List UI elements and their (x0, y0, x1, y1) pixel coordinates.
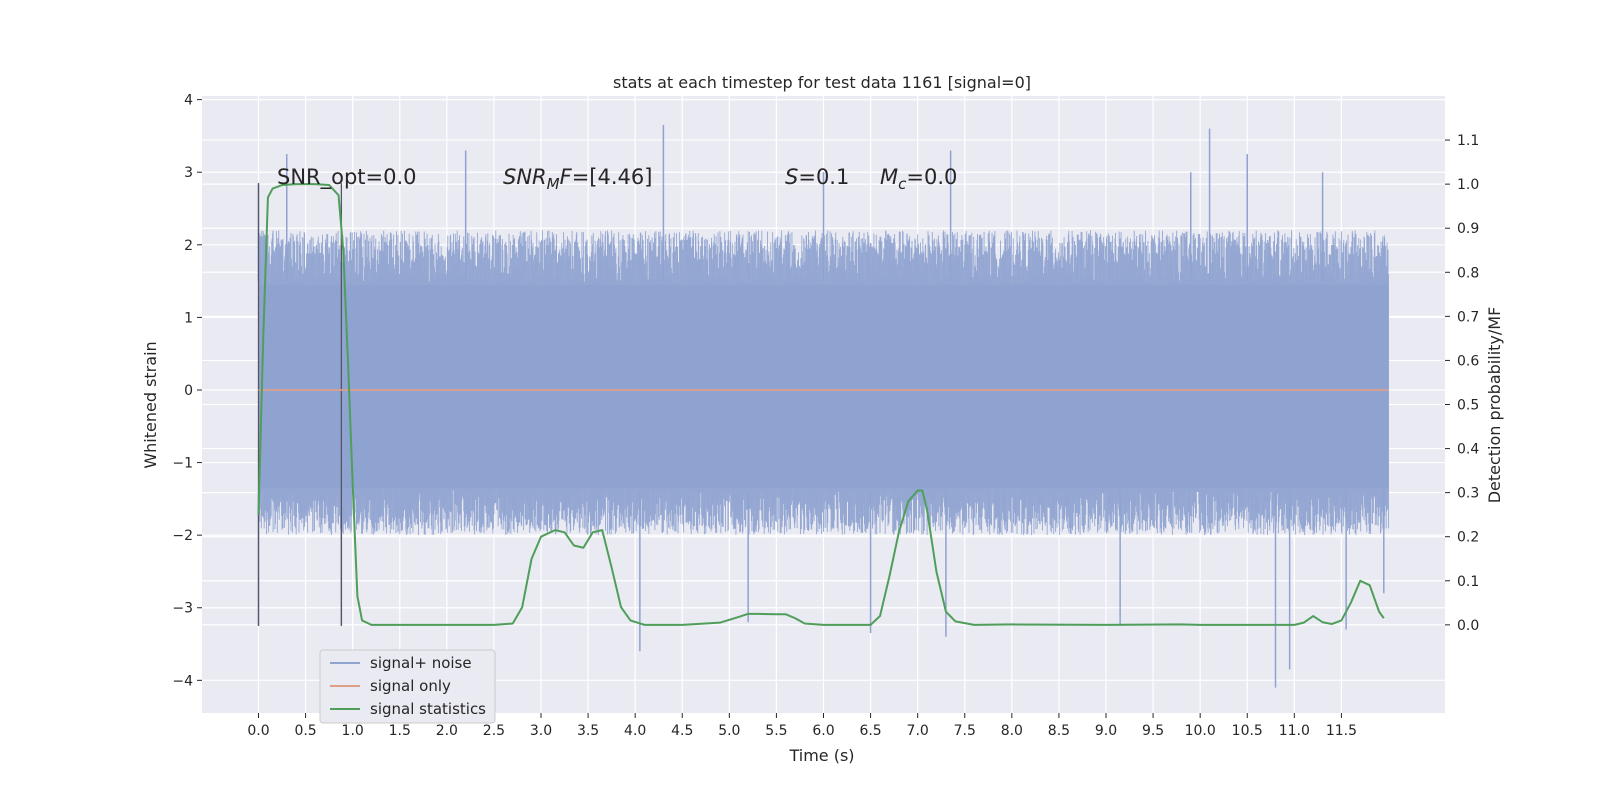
y2-tick-label-1: 0.1 (1457, 574, 1479, 590)
x-tick-label-10: 5.0 (718, 723, 740, 739)
signal-statistics-line (257, 183, 1385, 626)
y-tick-label-6: 2 (184, 238, 193, 254)
series-signal-statistics (257, 183, 1385, 626)
x-tick-label-19: 9.5 (1142, 723, 1164, 739)
x-tick-label-9: 4.5 (671, 723, 693, 739)
annotations: SNR_opt=0.0 SNRMF=[4.46] S=0.1 Mc=0.0 (277, 165, 957, 193)
y-axis-ticks: −4 −3 −2 −1 0 1 2 3 4 (172, 93, 202, 689)
y2-tick-label-3: 0.3 (1457, 486, 1479, 502)
legend-box (319, 649, 496, 724)
series-signal-plus-noise (257, 125, 1389, 688)
x-tick-label-20: 10.0 (1185, 723, 1216, 739)
noise-core (258, 284, 1389, 488)
x-tick-label-18: 9.0 (1095, 723, 1117, 739)
y2-tick-label-4: 0.4 (1457, 442, 1479, 458)
legend-label-signal-only: signal only (370, 677, 451, 695)
annotation-mc: Mc=0.0 (880, 165, 957, 193)
y2-tick-label-2: 0.2 (1457, 530, 1479, 546)
annotation-s: S=0.1 (785, 165, 849, 189)
annotation-mc-value: =0.0 (906, 165, 957, 189)
y-axis-title: Whitened strain (141, 341, 160, 468)
y2-tick-label-7: 0.7 (1457, 309, 1479, 325)
x-tick-label-5: 2.5 (483, 723, 505, 739)
y2-tick-label-10: 1.0 (1457, 177, 1479, 193)
plot-content (257, 125, 1389, 688)
y-tick-label-4: 0 (184, 383, 193, 399)
x-tick-label-12: 6.0 (812, 723, 834, 739)
x-tick-label-23: 11.5 (1326, 723, 1357, 739)
legend-label-signal-statistics: signal statistics (370, 700, 486, 718)
x-tick-label-1: 0.5 (294, 723, 316, 739)
x-axis-title: Time (s) (788, 746, 854, 765)
annotation-mc-base: M (880, 165, 898, 189)
annotation-snr-mf: SNRMF=[4.46] (503, 165, 652, 193)
vertical-markers (257, 183, 343, 626)
x-tick-label-13: 6.5 (859, 723, 881, 739)
y-tick-label-5: 1 (184, 310, 193, 326)
x-tick-label-3: 1.5 (389, 723, 411, 739)
y2-tick-label-8: 0.8 (1457, 265, 1479, 281)
x-tick-label-17: 8.5 (1048, 723, 1070, 739)
annotation-s-label: S (785, 165, 798, 189)
y-tick-label-1: −3 (172, 601, 193, 617)
x-tick-label-4: 2.0 (436, 723, 458, 739)
y2-axis-title: Detection probability/MF (1485, 307, 1504, 504)
y-tick-label-0: −4 (172, 673, 193, 689)
y-tick-label-2: −2 (172, 528, 193, 544)
x-tick-label-0: 0.0 (247, 723, 269, 739)
annotation-snr-mf-base: SNR (503, 165, 547, 189)
annotation-snr-opt: SNR_opt=0.0 (277, 165, 417, 190)
y2-tick-label-9: 0.9 (1457, 221, 1479, 237)
y2-tick-label-11: 1.1 (1457, 133, 1479, 149)
annotation-s-value: =0.1 (798, 165, 849, 189)
x-tick-label-16: 8.0 (1001, 723, 1023, 739)
annotation-mc-sub: c (898, 175, 907, 193)
x-tick-label-14: 7.0 (907, 723, 929, 739)
legend: signal+ noise signal only signal statist… (319, 649, 496, 724)
y2-axis-ticks: 0.0 0.1 0.2 0.3 0.4 0.5 0.6 0.7 0.8 0.9 1.0 1.1 (1445, 133, 1479, 634)
x-tick-label-11: 5.5 (765, 723, 787, 739)
x-axis-ticks: 0.0 0.5 1.0 1.5 2.0 2.5 3.0 3.5 4.0 4.5 5.0 5.5 6.0 6… (247, 713, 1357, 739)
x-tick-label-22: 11.0 (1279, 723, 1310, 739)
chart-title: stats at each timestep for test data 116… (613, 73, 1031, 92)
x-tick-label-7: 3.5 (577, 723, 599, 739)
annotation-snr-mf-sub: M (547, 175, 560, 193)
x-tick-label-2: 1.0 (342, 723, 364, 739)
x-tick-label-8: 4.0 (624, 723, 646, 739)
y2-tick-label-0: 0.0 (1457, 618, 1479, 634)
x-tick-label-15: 7.5 (954, 723, 976, 739)
y-tick-label-3: −1 (172, 456, 193, 472)
annotation-snr-mf-value: =[4.46] (572, 165, 653, 189)
y-tick-label-8: 4 (184, 93, 193, 109)
x-tick-label-6: 3.0 (530, 723, 552, 739)
y2-tick-label-5: 0.5 (1457, 398, 1479, 414)
annotation-snr-mf-tail: F (560, 165, 573, 189)
legend-label-signal-plus-noise: signal+ noise (370, 654, 472, 672)
x-tick-label-21: 10.5 (1232, 723, 1263, 739)
y2-tick-label-6: 0.6 (1457, 353, 1479, 369)
y-tick-label-7: 3 (184, 165, 193, 181)
